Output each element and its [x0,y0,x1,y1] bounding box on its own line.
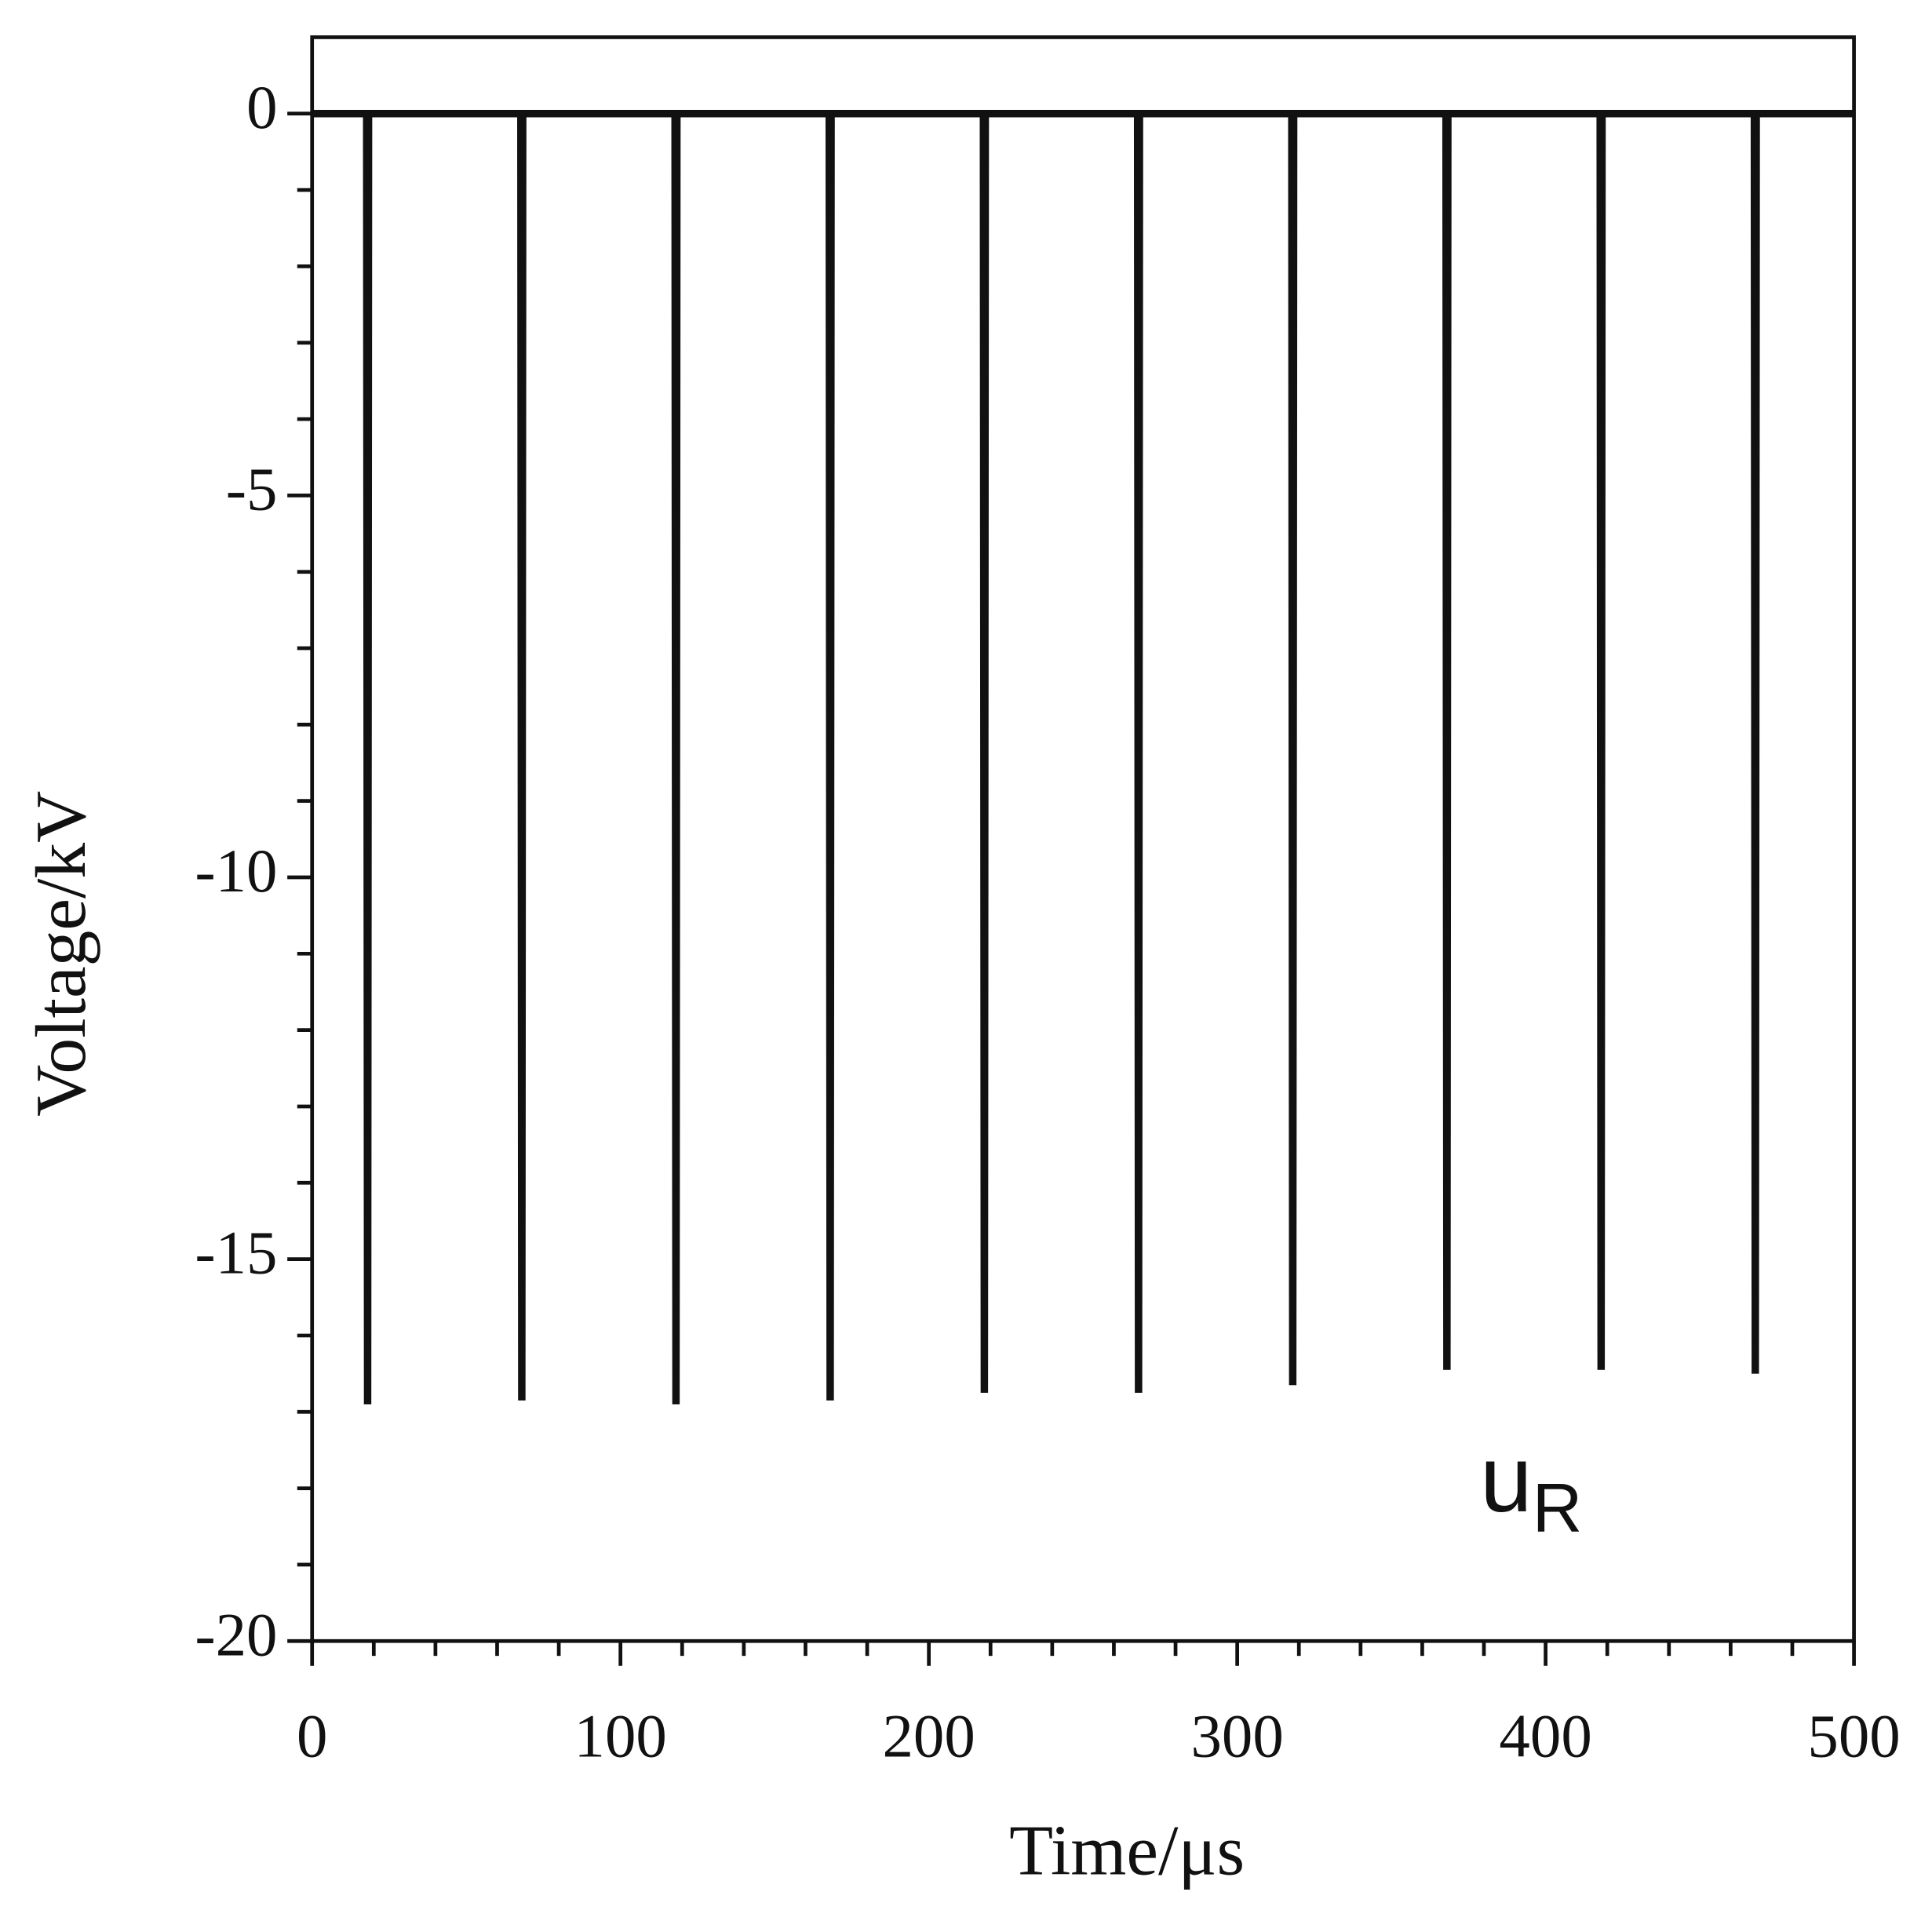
line-series [312,110,1854,1405]
x-tick-label: 500 [1807,1703,1900,1771]
y-tick-label: -15 [195,1219,277,1288]
x-tick-label: 400 [1499,1703,1591,1771]
y-tick-label: -10 [195,837,277,906]
x-tick-label: 200 [882,1703,975,1771]
annotation-subscript: R [1533,1469,1583,1547]
plot-frame [310,35,1856,1643]
x-tick-label: 0 [297,1703,327,1771]
y-tick-label: -20 [195,1601,277,1669]
x-axis-title: Time/μs [1009,1810,1245,1890]
x-tick-label: 300 [1190,1703,1283,1771]
y-axis-title: Voltage/kV [20,791,100,1117]
y-tick-label: 0 [246,74,277,142]
annotation-text: u [1480,1427,1533,1532]
y-tick-label: -5 [226,455,278,523]
x-tick-label: 100 [574,1703,667,1771]
annotation: uR [1480,1427,1583,1547]
